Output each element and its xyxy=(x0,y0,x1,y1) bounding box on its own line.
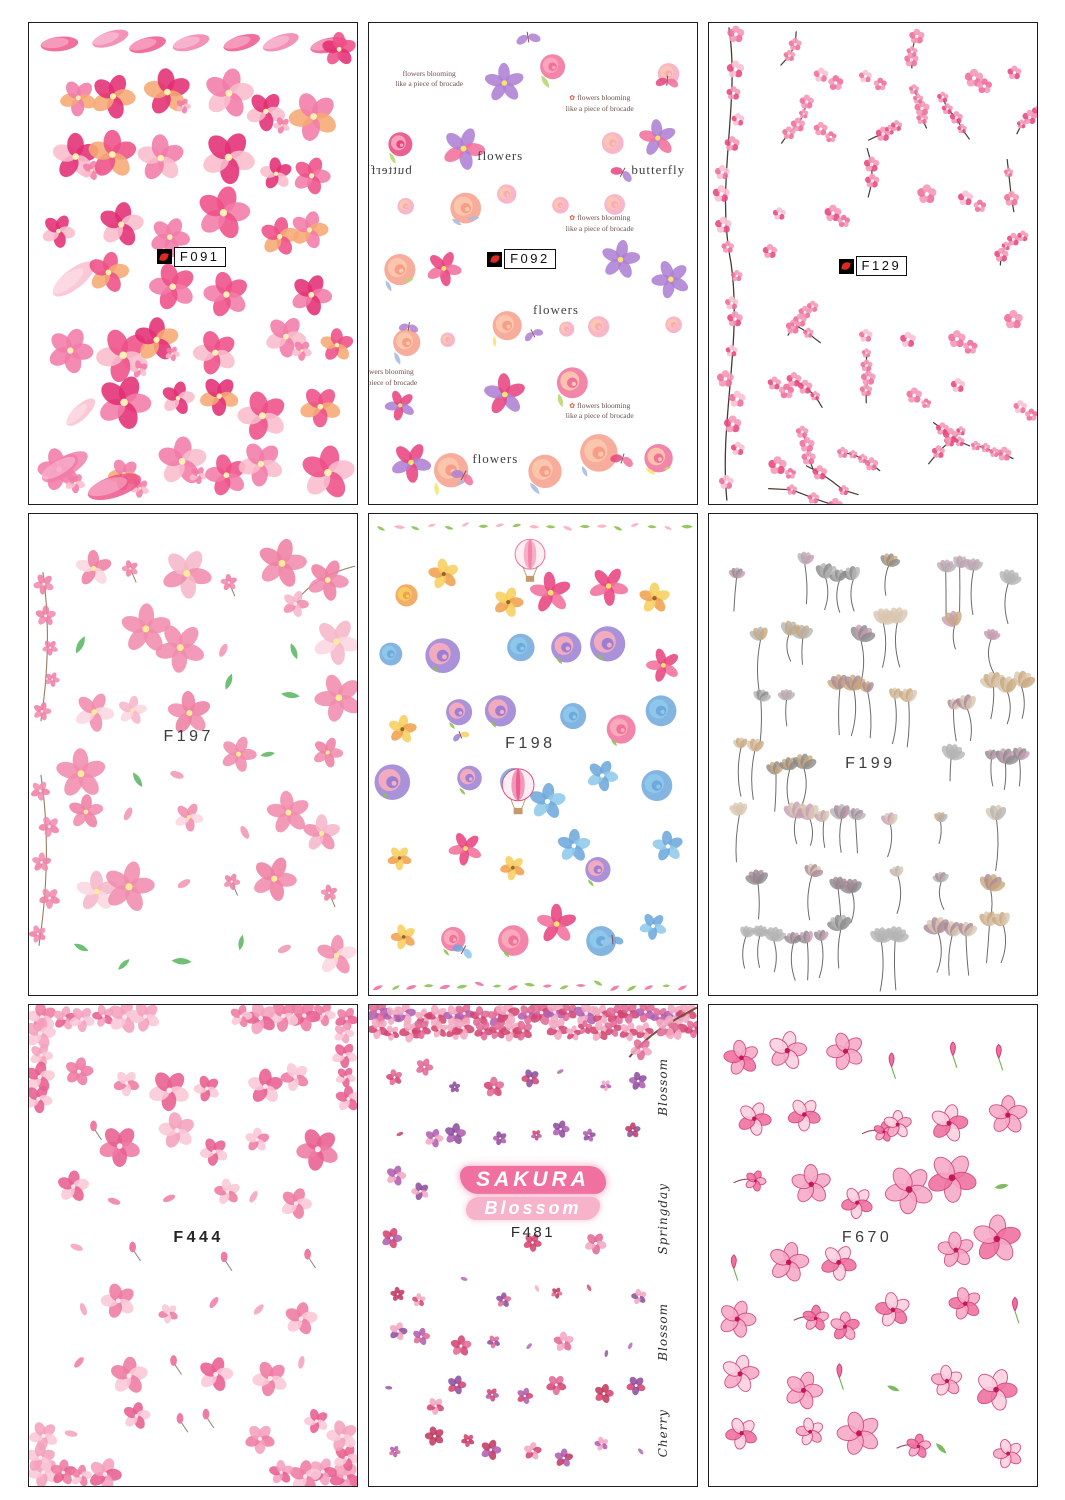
sheet-code-text: F129 xyxy=(855,256,908,277)
side-script-word: Blossom xyxy=(656,1057,670,1116)
brand-logo-icon xyxy=(838,258,854,274)
flower-art-f092 xyxy=(384,31,689,496)
flower-art-f444 xyxy=(29,1005,357,1486)
annotation-text: flowers blooming like a piece of brocade xyxy=(566,213,634,234)
flower-art-f197 xyxy=(29,538,357,974)
side-script-word: Cherry xyxy=(656,1409,670,1458)
sheet-code-text: F198 xyxy=(505,735,556,753)
sheet-code-text: F091 xyxy=(173,246,226,267)
sticker-sheet-f199[interactable]: F199 xyxy=(708,513,1038,996)
sheet-code-text: F092 xyxy=(504,249,556,270)
red-petal-icon xyxy=(159,251,170,262)
sheet-code-label-f091: F091 xyxy=(156,246,226,267)
word-flowers: flowers xyxy=(472,451,519,467)
sheet-code-text: F481 xyxy=(510,1224,556,1242)
sticker-sheet-f197[interactable]: F197 xyxy=(28,513,358,996)
sheet-code-text: F197 xyxy=(163,728,214,746)
brand-logo-icon xyxy=(156,249,172,265)
small-flower-icon xyxy=(569,94,575,104)
flower-art-f481 xyxy=(369,1005,697,1467)
sheet-code-text: F199 xyxy=(845,754,896,772)
title-line-blossom: Blossom xyxy=(466,1197,600,1221)
flower-art-f670 xyxy=(720,1031,1028,1469)
annotation-text: flowers blooming like a piece of brocade xyxy=(368,366,418,387)
sheet-code-label-f092: F092 xyxy=(487,249,556,270)
small-flower-icon xyxy=(569,402,575,412)
sticker-sheet-f444[interactable]: F444 xyxy=(28,1004,358,1487)
side-script-word: Blossom xyxy=(656,1303,670,1362)
word-butterfly: butterfly xyxy=(631,162,686,178)
word-butterfly-mirrored: butterfly xyxy=(369,162,412,178)
word-flowers: flowers xyxy=(477,148,524,164)
annotation-text: flowers blooming like a piece of brocade xyxy=(566,93,634,114)
red-petal-icon xyxy=(841,261,851,272)
sheet-code-text: F670 xyxy=(841,1228,893,1246)
sticker-sheet-f670[interactable]: F670 xyxy=(708,1004,1038,1487)
sheet-code-text: F444 xyxy=(173,1228,224,1246)
flower-art-f199 xyxy=(728,551,1036,992)
sticker-sheet-f481[interactable]: SAKURA Blossom F481 Blossom Springday Bl… xyxy=(368,1004,698,1487)
sheet-code-label-f129: F129 xyxy=(838,256,908,277)
annotation-text: flowers blooming like a piece of brocade xyxy=(566,401,634,422)
sticker-sheet-f129[interactable]: F129 xyxy=(708,22,1038,505)
word-flowers: flowers xyxy=(533,301,579,317)
small-flower-icon xyxy=(569,214,575,224)
side-script-word: Springday xyxy=(656,1182,670,1255)
flower-art-f129 xyxy=(712,25,1037,504)
title-line-sakura: SAKURA xyxy=(460,1166,606,1195)
brand-logo-icon xyxy=(487,251,503,267)
annotation-text: flowers blooming like a piece of brocade xyxy=(395,68,464,89)
sakura-blossom-title: SAKURA Blossom F481 xyxy=(425,1166,641,1241)
sticker-sheet-f092[interactable]: flowers blooming like a piece of brocade… xyxy=(368,22,698,505)
sticker-sheet-f198[interactable]: F198 xyxy=(368,513,698,996)
flower-art-f198 xyxy=(372,522,693,991)
red-petal-icon xyxy=(489,254,500,264)
sticker-sheet-f091[interactable]: F091 xyxy=(28,22,358,505)
flower-art-f091 xyxy=(37,29,356,500)
